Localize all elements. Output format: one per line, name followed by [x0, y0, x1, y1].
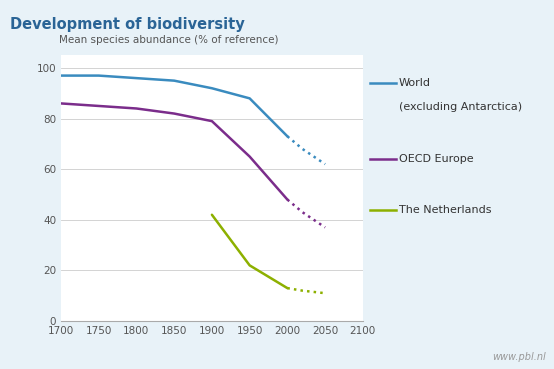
Text: Mean species abundance (% of reference): Mean species abundance (% of reference) [59, 35, 279, 45]
Text: www.pbl.nl: www.pbl.nl [492, 352, 546, 362]
Text: OECD Europe: OECD Europe [399, 154, 474, 164]
Text: The Netherlands: The Netherlands [399, 205, 491, 215]
Text: Development of biodiversity: Development of biodiversity [10, 17, 245, 32]
Text: (excluding Antarctica): (excluding Antarctica) [399, 102, 522, 112]
Text: World: World [399, 78, 431, 88]
